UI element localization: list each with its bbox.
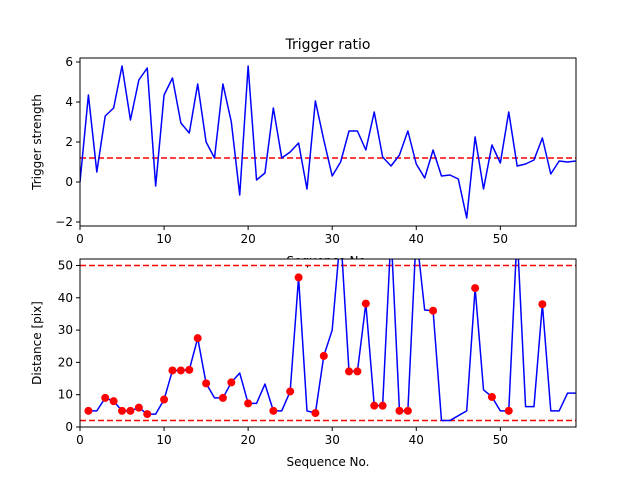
- y-tick-label: 50: [58, 258, 73, 272]
- series-line: [88, 259, 576, 422]
- data-point: [429, 306, 438, 315]
- data-point: [471, 284, 480, 293]
- data-point: [168, 366, 177, 375]
- data-point: [160, 395, 169, 404]
- x-tick-label: 40: [409, 433, 424, 447]
- x-tick-label: 0: [76, 433, 84, 447]
- data-point: [218, 393, 227, 402]
- data-point: [311, 409, 320, 418]
- data-point: [286, 387, 295, 396]
- y-tick-label: 4: [65, 95, 73, 109]
- y-tick-label: 10: [58, 388, 73, 402]
- data-point: [185, 365, 194, 374]
- y-tick-label: 20: [58, 355, 73, 369]
- y-axis-label: Trigger strength: [30, 94, 44, 191]
- data-point: [370, 401, 379, 410]
- x-tick-label: 50: [493, 433, 508, 447]
- data-point: [202, 379, 211, 388]
- plot-marks: [80, 259, 576, 422]
- y-tick-label: 6: [65, 55, 73, 69]
- x-tick-label: 0: [76, 232, 84, 246]
- data-point: [361, 299, 370, 308]
- plot-marks: [80, 65, 576, 219]
- data-point: [353, 367, 362, 376]
- data-point: [176, 366, 185, 375]
- y-tick-label: 40: [58, 291, 73, 305]
- distance-panel: 0 10 20 30 40 50 0 10 20 30 40 50 Distance [pix] Se…: [30, 258, 577, 469]
- y-tick-label: 2: [65, 135, 73, 149]
- data-point: [118, 406, 127, 415]
- data-point: [126, 406, 135, 415]
- data-point: [538, 300, 547, 309]
- data-point: [378, 401, 387, 410]
- data-point: [193, 334, 202, 343]
- axes-frame: [79, 258, 577, 428]
- chart-title: Trigger ratio: [284, 37, 370, 53]
- x-tick-label: 30: [325, 433, 340, 447]
- panel-overlap-mask: [80, 259, 576, 266]
- data-point: [395, 406, 404, 415]
- x-tick-label: 10: [156, 232, 171, 246]
- data-point: [269, 406, 278, 415]
- x-tick-label: 40: [409, 232, 424, 246]
- x-tick-label: 30: [325, 232, 340, 246]
- data-point: [101, 393, 110, 402]
- data-point: [487, 392, 496, 401]
- data-point: [319, 351, 328, 360]
- x-tick-label: 20: [240, 433, 255, 447]
- y-tick-label: 0: [65, 420, 73, 434]
- data-point: [134, 403, 143, 412]
- data-point: [294, 273, 303, 282]
- data-point: [227, 378, 236, 387]
- y-tick-label: −2: [55, 215, 73, 229]
- data-point: [109, 397, 118, 406]
- y-axis-label: Distance [pix]: [30, 301, 44, 385]
- data-point: [84, 406, 93, 415]
- distance-plot-area: 0 10 20 30 40 50 0 10 20 30 40 50: [58, 258, 577, 447]
- data-point: [345, 367, 354, 376]
- y-tick-label: 0: [65, 175, 73, 189]
- x-tick-label: 10: [156, 433, 171, 447]
- data-point: [143, 410, 152, 419]
- data-point: [504, 406, 513, 415]
- x-tick-label: 20: [240, 232, 255, 246]
- y-tick-label: 30: [58, 323, 73, 337]
- x-tick-label: 50: [493, 232, 508, 246]
- x-axis-label: Sequence No.: [287, 455, 370, 469]
- data-point: [403, 406, 412, 415]
- data-point: [244, 399, 253, 408]
- series-line: [80, 65, 576, 219]
